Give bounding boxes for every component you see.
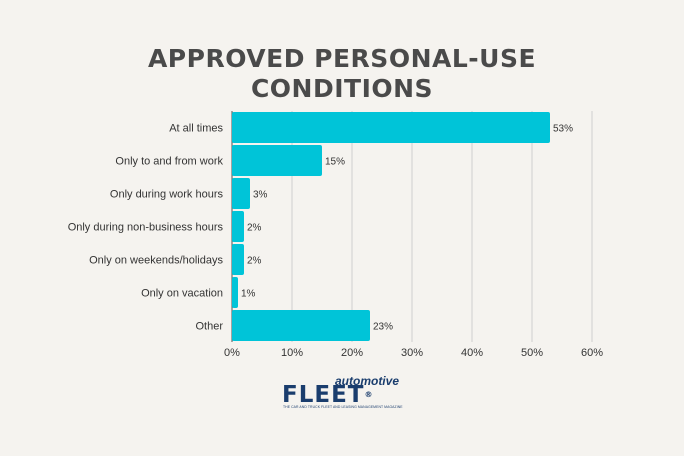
- value-labels: 53% 15% 3% 2% 2% 1% 23%: [241, 124, 573, 333]
- bar-2: [232, 145, 322, 176]
- x-tick-label-30: 30%: [401, 347, 423, 359]
- bar-1: [232, 112, 550, 143]
- category-label-6: Only on vacation: [141, 288, 223, 300]
- x-tick-labels: 0% 10% 20% 30% 40% 50% 60%: [224, 347, 603, 359]
- x-tick-label-50: 50%: [521, 347, 543, 359]
- bar-6: [232, 277, 238, 308]
- category-label-4: Only during non-business hours: [68, 222, 224, 234]
- bar-3: [232, 178, 250, 209]
- bars: [232, 112, 550, 341]
- category-label-7: Other: [195, 321, 223, 333]
- value-label-6: 1%: [241, 289, 256, 300]
- category-label-5: Only on weekends/holidays: [89, 255, 223, 267]
- bar-4: [232, 211, 244, 242]
- chart-title: APPROVED PERSONAL-USE CONDITIONS: [0, 44, 684, 104]
- x-tick-label-10: 10%: [281, 347, 303, 359]
- category-label-2: Only to and from work: [115, 156, 223, 168]
- value-label-4: 2%: [247, 223, 262, 234]
- bar-5: [232, 244, 244, 275]
- value-label-3: 3%: [253, 190, 268, 201]
- automotive-fleet-logo: automotive FLEET® THE CAR AND TRUCK FLEE…: [280, 374, 405, 410]
- category-label-1: At all times: [169, 123, 223, 135]
- logo-registered-mark: ®: [364, 390, 374, 399]
- chart-title-line-2: CONDITIONS: [250, 74, 434, 103]
- chart-title-line-1: APPROVED PERSONAL-USE: [147, 44, 537, 73]
- x-tick-label-20: 20%: [341, 347, 363, 359]
- category-labels: At all times Only to and from work Only du…: [68, 123, 224, 333]
- logo-main-word: FLEET: [282, 382, 365, 408]
- value-label-5: 2%: [247, 256, 262, 267]
- value-label-7: 23%: [373, 322, 393, 333]
- value-label-1: 53%: [553, 124, 573, 135]
- logo-main-text: FLEET®: [282, 383, 373, 407]
- x-tick-label-0: 0%: [224, 347, 240, 359]
- x-tick-label-60: 60%: [581, 347, 603, 359]
- x-tick-label-40: 40%: [461, 347, 483, 359]
- category-label-3: Only during work hours: [110, 189, 224, 201]
- logo-top-text: automotive: [334, 374, 399, 388]
- bar-7: [232, 310, 370, 341]
- logo-tagline: THE CAR AND TRUCK FLEET AND LEASING MANA…: [283, 405, 403, 409]
- value-label-2: 15%: [325, 157, 345, 168]
